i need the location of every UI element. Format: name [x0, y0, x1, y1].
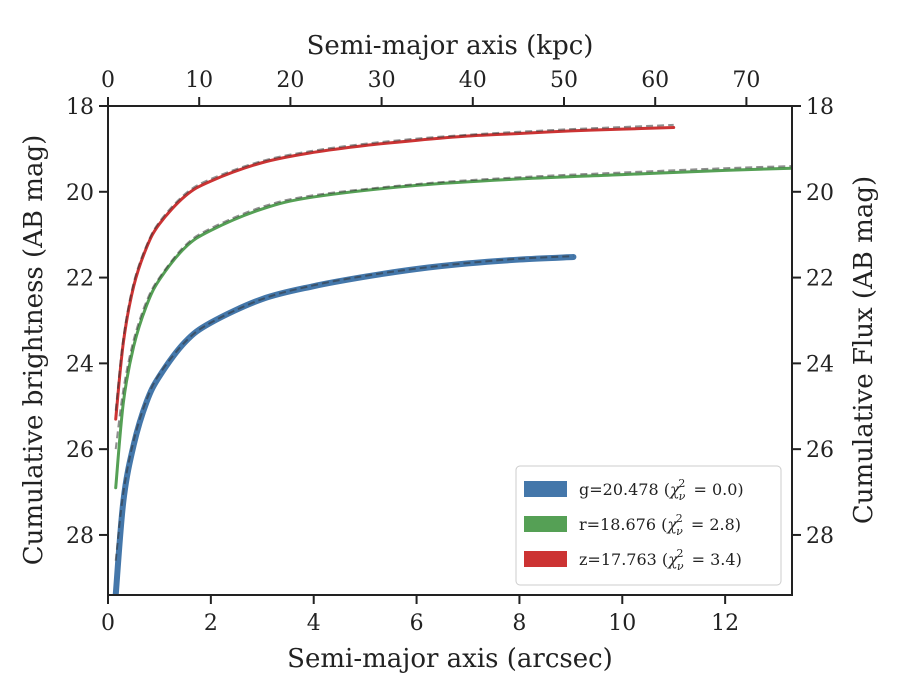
x-tick-label: 6 [410, 611, 424, 636]
y-tick-label: 28 [66, 524, 94, 549]
y-tick-label: 26 [66, 438, 94, 463]
legend-swatch-g [524, 481, 567, 497]
x-tick-label: 2 [204, 611, 218, 636]
legend-label-r: r=18.676 (χν2 = 2.8) [579, 512, 741, 538]
curves [112, 123, 792, 595]
legend-label-g: g=20.478 (χν2 = 0.0) [579, 477, 744, 503]
top-x-tick-label: 30 [368, 68, 396, 93]
top-x-tick-label: 40 [459, 68, 487, 93]
top-x-tick-label: 60 [641, 68, 669, 93]
legend-label-z: z=17.763 (χν2 = 3.4) [579, 547, 742, 573]
legend-entries: g=20.478 (χν2 = 0.0) r=18.676 (χν2 = 2.8)… [524, 477, 744, 573]
series-g-curve [112, 253, 577, 595]
x-axis-title: Semi-major axis (arcsec) [287, 644, 613, 674]
y-tick-label: 18 [66, 95, 94, 120]
top-x-tick-label: 50 [550, 68, 578, 93]
right-y-axis-title: Cumulative Flux (AB mag) [849, 176, 879, 524]
series-r-model-curve [114, 165, 792, 450]
y-tick-label: 20 [66, 181, 94, 206]
top-x-tick-label: 0 [101, 68, 115, 93]
legend-swatch-z [524, 551, 567, 567]
legend-box [515, 465, 782, 586]
y-axis-title: Cumulative brightness (AB mag) [19, 135, 49, 566]
x-tick-label: 12 [711, 611, 739, 636]
series-r-curve [114, 166, 792, 490]
top-x-tick-label: 10 [185, 68, 213, 93]
series-z-model-curve [114, 123, 674, 411]
right-y-tick-label: 26 [806, 438, 834, 463]
y-tick-label: 22 [66, 267, 94, 292]
top-x-axis-title: Semi-major axis (kpc) [307, 31, 594, 61]
right-y-tick-label: 22 [806, 267, 834, 292]
legend: g=20.478 (χν2 = 0.0) r=18.676 (χν2 = 2.8)… [515, 465, 782, 586]
right-y-tick-label: 20 [806, 181, 834, 206]
x-tick-label: 0 [101, 611, 115, 636]
x-tick-label: 8 [512, 611, 526, 636]
x-tick-label: 10 [608, 611, 636, 636]
series-g-model-curve [114, 255, 574, 561]
x-tick-label: 4 [307, 611, 321, 636]
tick-layer: 0 2 4 6 8 10 120 10 20 30 40 50 60 701820222426281820… [66, 68, 834, 636]
axes-frame [107, 105, 793, 596]
top-x-tick-label: 70 [732, 68, 760, 93]
plot-frame [107, 105, 793, 596]
right-y-tick-label: 24 [806, 352, 834, 377]
y-tick-label: 24 [66, 352, 94, 377]
top-x-tick-label: 20 [276, 68, 304, 93]
plot-layer [112, 123, 792, 595]
right-y-tick-label: 18 [806, 95, 834, 120]
right-y-tick-label: 28 [806, 524, 834, 549]
legend-swatch-r [524, 516, 567, 532]
